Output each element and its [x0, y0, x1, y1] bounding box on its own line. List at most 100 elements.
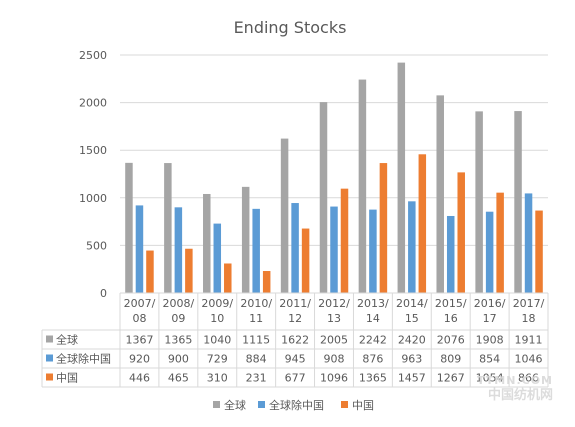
y-tick-label: 1500	[79, 144, 107, 157]
category-label: 17	[483, 312, 497, 325]
data-label: 2242	[359, 334, 387, 347]
bar-global-ex-china	[485, 211, 494, 293]
bar-china	[418, 154, 427, 293]
data-label: 809	[440, 353, 461, 366]
category-label: 2013/	[357, 297, 389, 310]
data-label: 1911	[515, 334, 543, 347]
table-legend-key	[46, 373, 53, 381]
bar-china	[535, 210, 543, 293]
data-label: 2005	[320, 334, 348, 347]
category-label: 2015/	[435, 297, 467, 310]
y-tick-label: 0	[100, 287, 107, 300]
data-label: 2076	[437, 334, 465, 347]
data-label: 1267	[437, 372, 465, 385]
bar-global	[514, 111, 522, 293]
category-label: 2009/	[201, 297, 233, 310]
bar-china	[340, 188, 349, 293]
data-label: 729	[207, 353, 228, 366]
bar-global-ex-china	[330, 206, 338, 293]
data-label: 465	[168, 372, 189, 385]
y-tick-label: 2000	[79, 97, 107, 110]
data-label: 1367	[125, 334, 153, 347]
category-label: 2011/	[279, 297, 311, 310]
category-label: 15	[405, 312, 419, 325]
bar-global-ex-china	[213, 223, 222, 293]
data-label: 900	[168, 353, 189, 366]
category-label: 13	[327, 312, 341, 325]
data-label: 1908	[476, 334, 504, 347]
bar-global-ex-china	[408, 201, 416, 293]
watermark-line1: TTMN.COM	[477, 374, 553, 387]
data-label: 876	[362, 353, 383, 366]
category-label: 09	[171, 312, 185, 325]
category-label: 11	[249, 312, 263, 325]
legend-label: 中国	[352, 399, 374, 412]
chart-title: Ending Stocks	[234, 18, 347, 37]
data-label: 1046	[515, 353, 543, 366]
data-label: 908	[324, 353, 345, 366]
category-label: 2007/	[124, 297, 156, 310]
legend-label: 全球	[224, 398, 246, 412]
data-label: 1040	[203, 334, 231, 347]
bar-china	[262, 271, 271, 293]
bar-global	[397, 62, 406, 294]
bar-global	[280, 138, 289, 293]
bar-china	[185, 248, 193, 293]
data-label: 884	[246, 353, 267, 366]
data-label: 1365	[359, 372, 387, 385]
data-label: 1457	[398, 372, 426, 385]
data-label: 945	[285, 353, 306, 366]
data-label: 1054	[476, 372, 504, 385]
category-label: 12	[288, 312, 302, 325]
bar-global	[319, 102, 328, 294]
category-label: 10	[210, 312, 224, 325]
bar-global	[358, 79, 367, 293]
bar-china	[379, 163, 388, 293]
bar-global-ex-china	[369, 209, 377, 293]
category-label: 18	[522, 312, 536, 325]
table-series-name: 全球除中国	[56, 352, 111, 366]
y-tick-label: 1000	[79, 192, 107, 205]
data-label: 1096	[320, 372, 348, 385]
bar-global-ex-china	[291, 203, 299, 293]
bar-global-ex-china	[135, 205, 144, 293]
data-label: 920	[129, 353, 150, 366]
category-label: 2010/	[240, 297, 272, 310]
bar-global	[475, 111, 483, 293]
data-label: 231	[246, 372, 267, 385]
bar-china	[496, 192, 504, 293]
table-legend-key	[46, 335, 53, 343]
bar-global	[241, 186, 250, 293]
bar-global	[436, 95, 444, 293]
bar-china	[301, 228, 310, 293]
category-label: 2014/	[396, 297, 428, 310]
bar-global-ex-china	[174, 207, 183, 293]
data-label: 677	[285, 372, 306, 385]
data-label: 1622	[281, 334, 309, 347]
watermark-line2: 中国纺机网	[487, 388, 553, 403]
category-label: 2012/	[318, 297, 350, 310]
category-label: 2008/	[163, 297, 195, 310]
data-label: 2420	[398, 334, 426, 347]
bar-china	[457, 172, 465, 293]
bar-china	[224, 263, 232, 293]
y-tick-label: 2500	[79, 49, 107, 62]
legend-label: 全球除中国	[269, 398, 324, 412]
data-label: 854	[479, 353, 500, 366]
data-label: 310	[207, 372, 228, 385]
category-label: 08	[132, 312, 146, 325]
data-label: 1115	[242, 334, 270, 347]
data-label: 446	[129, 372, 150, 385]
legend-key	[213, 401, 220, 408]
table-series-name: 中国	[56, 372, 78, 385]
bar-global	[164, 163, 172, 293]
table-legend-key	[46, 354, 53, 362]
category-label: 16	[444, 312, 458, 325]
bar-global	[203, 193, 211, 293]
bar-global	[125, 162, 133, 293]
watermark: TTMN.COM 中国纺机网	[477, 373, 553, 403]
category-label: 2016/	[474, 297, 506, 310]
bar-global-ex-china	[446, 215, 455, 293]
legend-key	[341, 401, 348, 408]
